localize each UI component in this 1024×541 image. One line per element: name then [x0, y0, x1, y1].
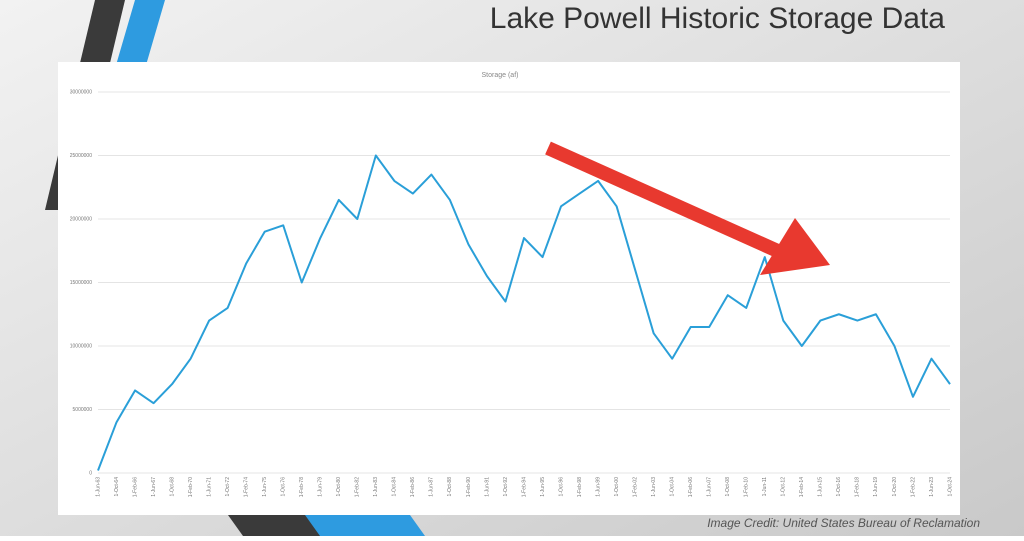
x-tick-label: 1-Jun-15 [818, 477, 824, 497]
x-tick-label: 1-Oct-08 [725, 477, 731, 497]
trend-arrow [545, 141, 830, 275]
x-tick-label: 1-Jun-75 [262, 477, 268, 497]
x-tick-label: 1-Feb-94 [521, 477, 527, 498]
x-tick-label: 1-Feb-66 [132, 477, 138, 498]
x-tick-label: 1-Oct-88 [447, 477, 453, 497]
x-tick-label: 1-Jun-63 [95, 477, 101, 497]
x-tick-label: 1-Oct-84 [392, 477, 398, 497]
x-tick-label: 1-Jun-99 [595, 477, 601, 497]
x-tick-label: 1-Oct-92 [503, 477, 509, 497]
x-tick-label: 1-Oct-76 [281, 477, 287, 497]
x-tick-label: 1-Jun-91 [484, 477, 490, 497]
x-tick-label: 1-Oct-64 [114, 477, 120, 497]
x-tick-label: 1-Oct-68 [169, 477, 175, 497]
x-tick-label: 1-Feb-74 [244, 477, 250, 498]
x-tick-label: 1-Jun-11 [762, 477, 768, 497]
image-credit: Image Credit: United States Bureau of Re… [707, 516, 980, 530]
arrow-head [760, 218, 830, 275]
chart-title: Storage (af) [482, 72, 519, 79]
x-tick-label: 1-Feb-78 [299, 477, 305, 498]
y-tick-label: 15000000 [70, 280, 92, 286]
storage-line [97, 154, 951, 471]
x-tick-label: 1-Jun-87 [429, 477, 435, 497]
x-tick-label: 1-Feb-02 [632, 477, 638, 498]
x-tick-label: 1-Jun-23 [929, 477, 935, 497]
x-tick-label: 1-Feb-90 [466, 477, 472, 498]
x-tick-label: 1-Oct-16 [836, 477, 842, 497]
x-tick-label: 1-Jun-07 [707, 477, 713, 497]
y-tick-label: 25000000 [70, 153, 92, 159]
slide-title: Lake Powell Historic Storage Data [490, 2, 946, 35]
arrow-shaft [545, 141, 783, 259]
x-tick-label: 1-Oct-72 [225, 477, 231, 497]
x-tick-label: 1-Oct-20 [892, 477, 898, 497]
plot: 0 5000000 10000000 15000000 20000000 25000000… [70, 89, 954, 497]
x-tick-label: 1-Feb-10 [744, 477, 750, 498]
x-tick-label: 1-Feb-86 [410, 477, 416, 498]
x-tick-label: 1-Oct-24 [947, 477, 953, 497]
decor-stripe [305, 515, 425, 536]
x-tick-label: 1-Oct-04 [670, 477, 676, 497]
y-tick-label: 20000000 [70, 216, 92, 222]
y-tick-label: 5000000 [73, 407, 93, 413]
x-tick-label: 1-Jun-19 [873, 477, 879, 497]
x-tick-label: 1-Feb-14 [799, 477, 805, 498]
x-tick-label: 1-Jun-67 [151, 477, 157, 497]
x-tick-label: 1-Feb-82 [355, 477, 361, 498]
y-tick-label: 30000000 [70, 89, 92, 95]
x-tick-label: 1-Oct-12 [781, 477, 787, 497]
x-tick-label: 1-Oct-96 [558, 477, 564, 497]
x-tick-label: 1-Feb-06 [688, 477, 694, 498]
x-tick-label: 1-Jun-71 [206, 477, 212, 497]
x-tick-label: 1-Oct-80 [336, 477, 342, 497]
y-tick-label: 0 [89, 470, 92, 476]
y-tick-label: 10000000 [70, 343, 92, 349]
x-tick-label: 1-Jun-79 [318, 477, 324, 497]
x-tick-label: 1-Feb-70 [188, 477, 194, 498]
x-tick-label: 1-Jun-83 [373, 477, 379, 497]
x-tick-label: 1-Jun-95 [540, 477, 546, 497]
x-tick-label: 1-Feb-22 [910, 477, 916, 498]
x-tick-label: 1-Jun-03 [651, 477, 657, 497]
x-tick-label: 1-Feb-18 [855, 477, 861, 498]
x-tick-label: 1-Oct-00 [614, 477, 620, 497]
x-tick-label: 1-Feb-98 [577, 477, 583, 498]
